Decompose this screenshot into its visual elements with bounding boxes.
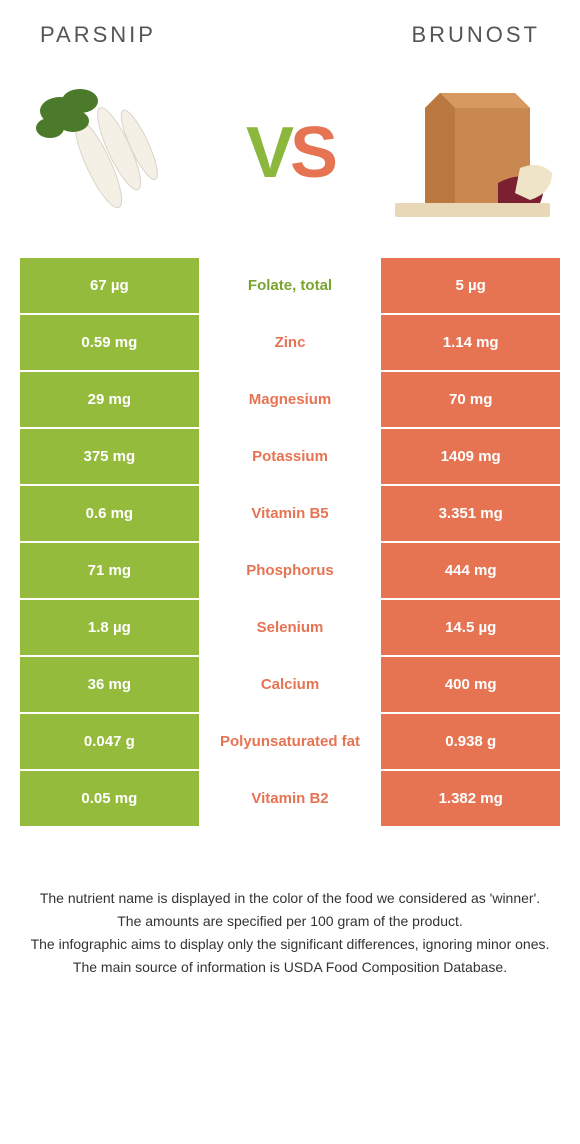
left-value: 36 mg — [20, 657, 201, 712]
nutrient-label: Phosphorus — [201, 543, 380, 598]
nutrient-label: Folate, total — [201, 258, 380, 313]
left-value: 0.047 g — [20, 714, 201, 769]
nutrient-label: Polyunsaturated fat — [201, 714, 380, 769]
table-row: 67 µgFolate, total5 µg — [20, 258, 560, 313]
parsnip-image — [20, 78, 200, 228]
vs-v: V — [246, 112, 290, 194]
left-value: 29 mg — [20, 372, 201, 427]
right-value: 70 mg — [379, 372, 560, 427]
right-value: 1.14 mg — [379, 315, 560, 370]
table-row: 36 mgCalcium400 mg — [20, 657, 560, 712]
footer-line: The nutrient name is displayed in the co… — [30, 888, 550, 909]
left-value: 375 mg — [20, 429, 201, 484]
nutrient-table: 67 µgFolate, total5 µg0.59 mgZinc1.14 mg… — [20, 258, 560, 826]
footer-line: The amounts are specified per 100 gram o… — [30, 911, 550, 932]
left-value: 67 µg — [20, 258, 201, 313]
nutrient-label: Vitamin B5 — [201, 486, 380, 541]
right-value: 5 µg — [379, 258, 560, 313]
footer-notes: The nutrient name is displayed in the co… — [0, 828, 580, 978]
right-value: 444 mg — [379, 543, 560, 598]
table-row: 29 mgMagnesium70 mg — [20, 372, 560, 427]
hero-row: VS — [0, 58, 580, 258]
table-row: 0.6 mgVitamin B53.351 mg — [20, 486, 560, 541]
table-row: 0.05 mgVitamin B21.382 mg — [20, 771, 560, 826]
right-value: 14.5 µg — [379, 600, 560, 655]
table-row: 71 mgPhosphorus444 mg — [20, 543, 560, 598]
brunost-image — [380, 78, 560, 228]
right-value: 3.351 mg — [379, 486, 560, 541]
footer-line: The main source of information is USDA F… — [30, 957, 550, 978]
nutrient-label: Calcium — [201, 657, 380, 712]
nutrient-label: Vitamin B2 — [201, 771, 380, 826]
table-row: 0.047 gPolyunsaturated fat0.938 g — [20, 714, 560, 769]
right-value: 1409 mg — [379, 429, 560, 484]
left-value: 0.59 mg — [20, 315, 201, 370]
left-value: 0.6 mg — [20, 486, 201, 541]
right-value: 400 mg — [379, 657, 560, 712]
right-value: 1.382 mg — [379, 771, 560, 826]
footer-line: The infographic aims to display only the… — [30, 934, 550, 955]
left-value: 0.05 mg — [20, 771, 201, 826]
nutrient-label: Zinc — [201, 315, 380, 370]
table-row: 375 mgPotassium1409 mg — [20, 429, 560, 484]
table-row: 1.8 µgSelenium14.5 µg — [20, 600, 560, 655]
nutrient-label: Selenium — [201, 600, 380, 655]
table-row: 0.59 mgZinc1.14 mg — [20, 315, 560, 370]
vs-s: S — [290, 112, 334, 194]
nutrient-label: Potassium — [201, 429, 380, 484]
left-food-title: Parsnip — [40, 22, 156, 48]
header: Parsnip Brunost — [0, 0, 580, 58]
left-value: 71 mg — [20, 543, 201, 598]
vs-label: VS — [246, 112, 334, 194]
right-value: 0.938 g — [379, 714, 560, 769]
right-food-title: Brunost — [411, 22, 540, 48]
left-value: 1.8 µg — [20, 600, 201, 655]
nutrient-label: Magnesium — [201, 372, 380, 427]
